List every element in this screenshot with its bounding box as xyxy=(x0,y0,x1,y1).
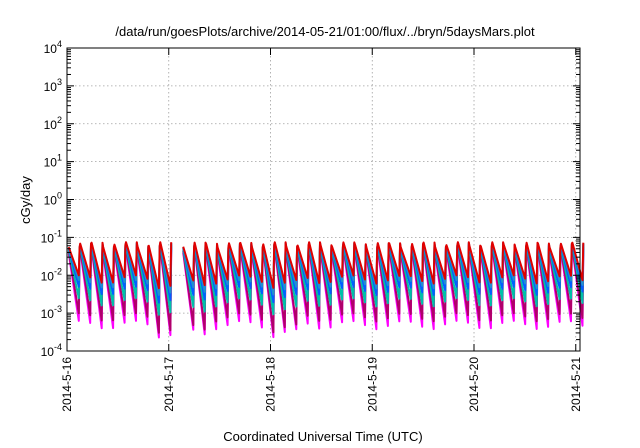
series-line xyxy=(67,241,585,290)
y-tick-label: 10-1 xyxy=(41,228,62,245)
axis-ticks xyxy=(66,47,580,352)
y-tick-label: 103 xyxy=(44,77,62,94)
x-tick-label: 2014-5-20 xyxy=(467,357,481,412)
chart-title: /data/run/goesPlots/archive/2014-05-21/0… xyxy=(115,24,535,39)
y-tick-labels: 10-4 10-3 10-2 10-1 100 101 102 103 104 xyxy=(41,39,62,359)
x-tick-labels: 2014-5-16 2014-5-17 2014-5-18 2014-5-19 2014… xyxy=(60,357,583,412)
y-tick-label: 10-3 xyxy=(41,304,62,321)
x-axis-label: Coordinated Universal Time (UTC) xyxy=(223,429,422,444)
x-tick-label: 2014-5-16 xyxy=(60,357,74,412)
y-tick-label: 10-2 xyxy=(41,266,62,283)
x-tick-label: 2014-5-17 xyxy=(162,357,176,412)
y-tick-label: 102 xyxy=(44,115,62,132)
x-tick-label: 2014-5-18 xyxy=(264,357,278,412)
x-tick-label: 2014-5-19 xyxy=(365,357,379,412)
y-tick-label: 101 xyxy=(44,153,62,170)
x-tick-label: 2014-5-21 xyxy=(569,357,583,412)
series-group xyxy=(67,241,585,339)
y-axis-label: cGy/day xyxy=(18,176,33,224)
y-tick-label: 10-4 xyxy=(41,342,62,359)
y-tick-label: 100 xyxy=(44,191,62,208)
y-tick-label: 104 xyxy=(44,39,62,56)
